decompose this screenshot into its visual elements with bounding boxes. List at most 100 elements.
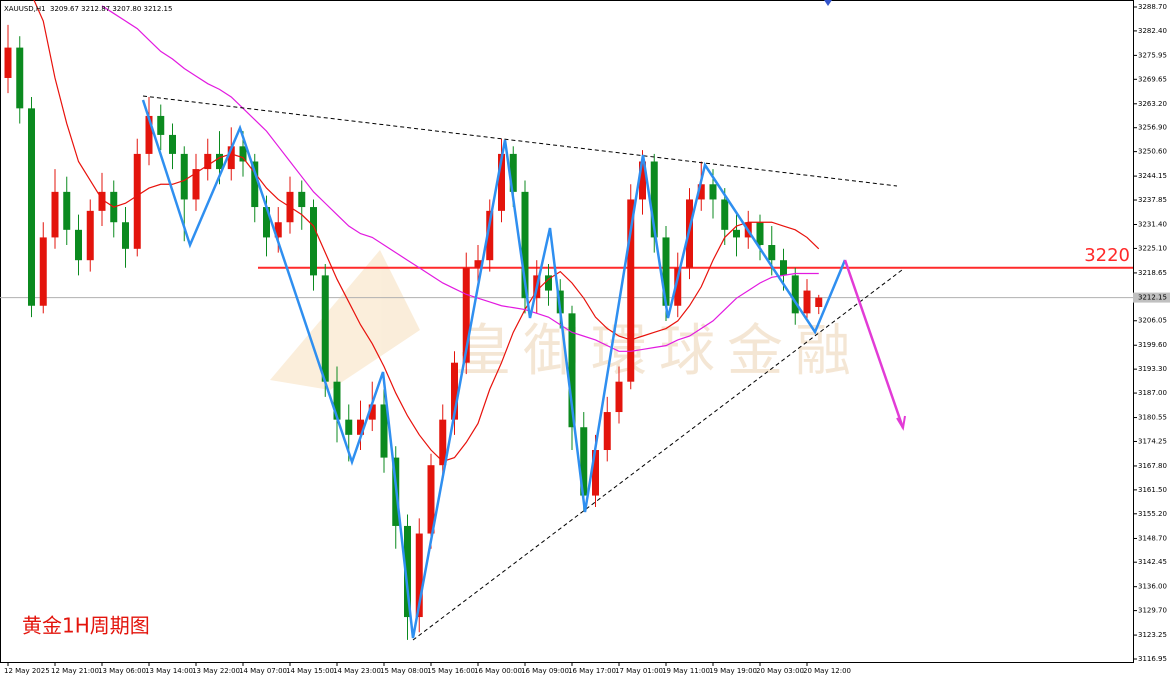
y-tick-label: 3231.40 [1138,221,1167,229]
candle-body [674,267,682,306]
y-tick-label: 3218.65 [1138,269,1167,277]
y-tick-label: 3288.70 [1138,3,1167,11]
candle-body [274,222,282,238]
y-tick-label: 3116.95 [1138,655,1167,663]
moving-average [33,0,820,463]
y-tick-label: 3174.25 [1138,437,1167,445]
y-tick-label: 3148.70 [1138,534,1167,542]
x-tick-label: 15 May 16:00 [427,667,475,675]
candle-body [321,275,329,382]
ohlc: 3209.67 3212.87 3207.80 3212.15 [50,5,172,13]
candle-body [815,297,823,308]
candle-body [486,210,494,261]
candle-body [768,245,776,261]
candle-body [239,146,247,162]
candle-body [180,153,188,200]
candle-body [333,381,341,420]
candle-body [380,404,388,458]
candle-body [627,199,635,382]
candle-body [615,381,623,413]
candle-body [227,146,235,170]
candle-body [86,210,94,261]
y-tick-label: 3193.30 [1138,365,1167,373]
candle-body [51,191,59,238]
candle-body [4,47,12,78]
x-tick-label: 13 May 22:00 [192,667,240,675]
y-tick-label: 3129.70 [1138,607,1167,615]
candle-body [216,153,223,170]
candle-body [145,115,153,154]
symbol: XAUUSD,H1 [4,5,46,13]
candle-body [709,184,717,200]
x-tick-label: 20 May 03:00 [756,667,804,675]
marker [824,0,832,6]
candle-body [498,153,505,211]
candle-body [192,169,200,200]
candle-body [462,267,470,363]
y-tick-label: 3180.55 [1138,414,1167,422]
candle-body [345,419,353,435]
candle-body [568,313,576,428]
x-tick-label: 12 May 21:00 [51,667,99,675]
trend-line [412,269,903,641]
x-tick-label: 19 May 19:00 [709,667,757,675]
candle-body [603,412,611,451]
price-tag [1133,292,1170,303]
y-tick-label: 3263.20 [1138,100,1167,108]
candle-body [368,404,376,420]
candle-body [415,533,423,618]
candle-body [169,134,176,154]
candle-body [639,161,646,200]
y-tick-label: 3244.15 [1138,172,1167,180]
candle-body [439,419,447,466]
annotations [141,0,906,641]
watermark-text: 皇御環球金融 [455,319,863,384]
candle-body [780,260,787,276]
y-tick-label: 3282.40 [1138,27,1167,35]
candle-body [357,419,364,435]
watermark-logo [270,250,420,390]
x-tick-label: 20 May 12:00 [803,667,851,675]
y-tick-label: 3167.80 [1138,462,1167,470]
x-tick-label: 12 May 2025 [4,667,50,675]
forecast-arrow [843,259,905,429]
wave-line [141,99,847,639]
trend-line [142,95,898,187]
candle-body [451,362,458,420]
candle-body [721,199,729,230]
y-tick-label: 3142.45 [1138,558,1167,566]
x-tick-label: 16 May 17:00 [568,667,616,675]
candle-body [204,153,212,170]
candle-body [75,229,82,261]
candle-body [39,237,47,306]
price-tag-label: 3212.15 [1138,294,1167,302]
candle-body [157,115,165,135]
candle-body [474,260,482,268]
candle-body [63,191,71,230]
y-tick-label: 3269.65 [1138,75,1167,83]
candle-body [756,222,764,246]
candle-body [16,47,24,109]
candle-body [427,465,435,534]
x-tick-label: 13 May 14:00 [145,667,193,675]
y-tick-label: 3237.85 [1138,196,1167,204]
candle-body [298,191,306,208]
y-tick-label: 3136.00 [1138,583,1167,591]
candle-body [310,207,317,276]
x-tick-label: 13 May 06:00 [98,667,146,675]
candle-body [592,450,599,496]
candle-body [28,108,35,306]
y-tick-label: 3250.60 [1138,148,1167,156]
candle-body [404,525,411,618]
y-tick-label: 3123.25 [1138,631,1167,639]
x-tick-label: 14 May 07:00 [239,667,287,675]
x-tick-label: 16 May 09:00 [521,667,569,675]
candle-body [650,161,658,238]
x-tick-label: 16 May 00:00 [474,667,522,675]
candle-body [263,207,270,238]
candle-body [122,222,129,249]
y-tick-label: 3161.50 [1138,486,1167,494]
x-tick-label: 14 May 15:00 [286,667,334,675]
x-tick-label: 14 May 23:00 [333,667,381,675]
